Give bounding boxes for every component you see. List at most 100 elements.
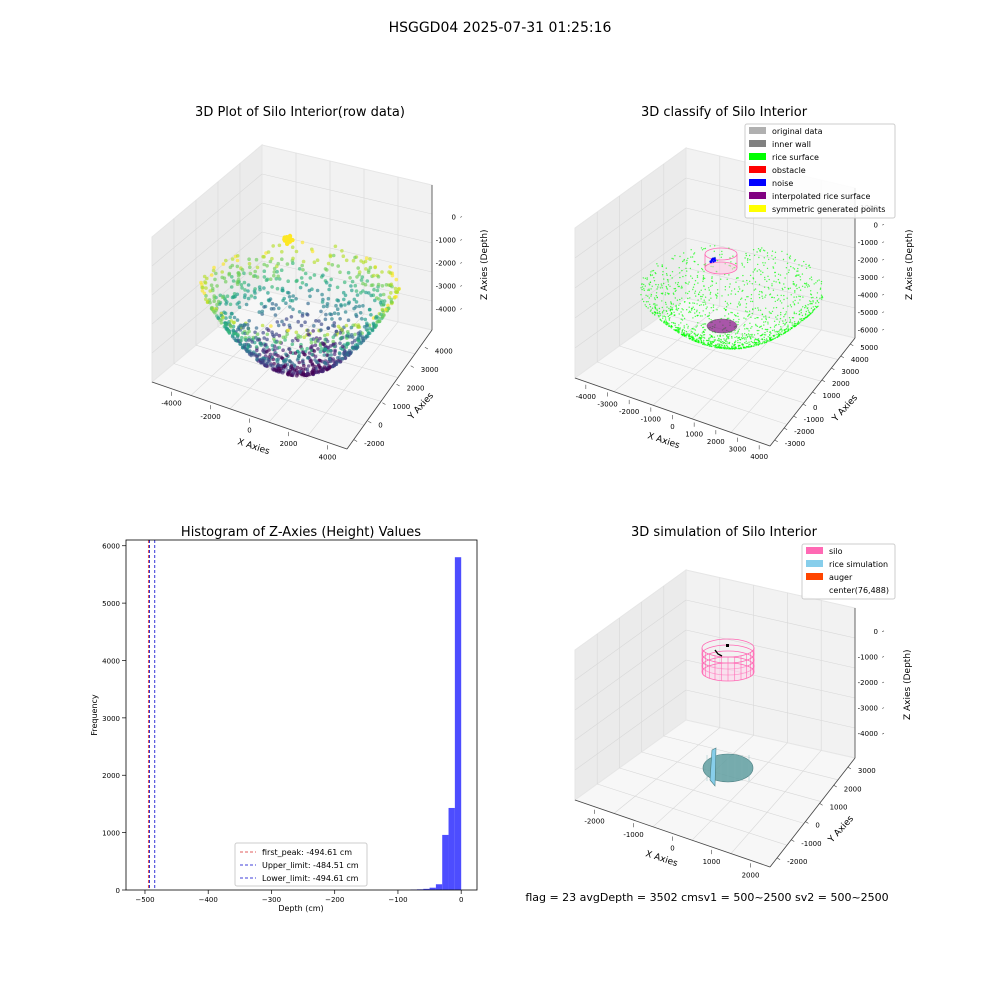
p2-point bbox=[685, 282, 687, 284]
p2-point bbox=[800, 319, 803, 322]
p2-point bbox=[766, 340, 769, 342]
p1-point bbox=[232, 315, 237, 320]
p1-point bbox=[293, 351, 298, 355]
p1-point bbox=[270, 285, 274, 289]
p2-point bbox=[679, 276, 681, 279]
p2-point bbox=[761, 295, 763, 297]
p1-point bbox=[231, 279, 236, 283]
p2-point bbox=[774, 331, 776, 333]
p1-point bbox=[372, 287, 376, 292]
p2-point bbox=[810, 297, 813, 299]
p2-point bbox=[737, 321, 739, 323]
p1-point bbox=[290, 366, 295, 371]
p2-point bbox=[702, 323, 704, 325]
p2-point bbox=[763, 321, 765, 323]
p1-point bbox=[287, 291, 291, 295]
p2-point bbox=[749, 274, 752, 277]
p2-point bbox=[708, 312, 711, 314]
p2-point bbox=[712, 340, 714, 343]
p1-y-tick-label: 1000 bbox=[392, 403, 410, 411]
p2-point bbox=[702, 276, 705, 279]
p2-point bbox=[677, 329, 679, 331]
p2-point bbox=[683, 252, 685, 254]
p2-point bbox=[702, 334, 705, 336]
p2-point bbox=[800, 318, 802, 320]
p2-point bbox=[775, 281, 777, 283]
p2-point bbox=[681, 260, 684, 263]
p2-point bbox=[731, 335, 733, 338]
p1-point bbox=[366, 270, 371, 275]
p1-point bbox=[323, 361, 327, 365]
p1-point bbox=[270, 256, 274, 261]
p1-point bbox=[393, 286, 398, 291]
p2-point bbox=[777, 335, 779, 337]
p2-point bbox=[789, 255, 792, 257]
p2-point bbox=[767, 275, 769, 277]
p2-point bbox=[720, 347, 722, 349]
p2-point bbox=[737, 341, 739, 344]
p2-point bbox=[744, 328, 746, 330]
p2-point bbox=[702, 341, 705, 343]
p2-point bbox=[679, 298, 681, 301]
p2-point bbox=[774, 256, 776, 259]
p1-z-tick-mark bbox=[460, 262, 463, 264]
p2-point bbox=[787, 287, 789, 290]
p1-z-tick-label: -2000 bbox=[436, 260, 456, 268]
p4-grid-line bbox=[652, 734, 754, 828]
p2-point bbox=[754, 307, 757, 309]
p2-point bbox=[786, 273, 788, 275]
p2-point bbox=[678, 324, 680, 326]
p4-y-tick-label: 3000 bbox=[858, 767, 876, 775]
p1-point bbox=[332, 311, 337, 316]
p1-point bbox=[380, 315, 385, 319]
p1-point bbox=[214, 308, 218, 313]
p1-point bbox=[290, 237, 295, 243]
p1-point bbox=[354, 300, 359, 304]
p2-point bbox=[700, 295, 702, 298]
p1-point bbox=[266, 291, 270, 295]
p2-point bbox=[754, 317, 756, 320]
p2-point bbox=[703, 248, 705, 250]
p1-grid-line bbox=[261, 202, 433, 244]
p2-point bbox=[731, 345, 733, 347]
p2-point bbox=[716, 345, 718, 347]
p1-point bbox=[338, 270, 342, 275]
p1-point bbox=[265, 357, 269, 361]
p2-point bbox=[792, 317, 795, 319]
p2-point bbox=[744, 332, 746, 335]
p2-point bbox=[730, 261, 732, 263]
p1-point bbox=[204, 286, 208, 290]
p2-point bbox=[661, 312, 664, 314]
p1-point bbox=[386, 303, 390, 308]
p2-point bbox=[666, 274, 668, 276]
p2-point bbox=[756, 325, 759, 327]
p1-point bbox=[246, 283, 251, 287]
p1-grid-line bbox=[217, 326, 399, 378]
p1-point bbox=[389, 300, 394, 304]
p1-point bbox=[246, 289, 250, 293]
p2-point bbox=[780, 333, 783, 335]
p4-x-axis-line bbox=[574, 799, 771, 868]
p1-point bbox=[346, 332, 351, 336]
p2-point bbox=[791, 324, 793, 326]
p4-y-tick-mark bbox=[833, 784, 837, 788]
p2-point bbox=[687, 292, 689, 295]
p2-point bbox=[690, 337, 692, 340]
p1-point bbox=[365, 324, 369, 328]
p2-point bbox=[712, 336, 714, 338]
p1-point bbox=[335, 298, 340, 302]
p2-point bbox=[773, 320, 776, 322]
p2-point bbox=[752, 336, 754, 338]
p2-point bbox=[696, 311, 698, 313]
p2-point bbox=[702, 304, 705, 306]
p4-y-label: Y Axies bbox=[826, 814, 856, 846]
p1-point bbox=[280, 286, 285, 291]
p2-point bbox=[670, 302, 672, 304]
p2-point bbox=[695, 339, 697, 341]
p1-point bbox=[343, 303, 347, 307]
p2-point bbox=[745, 338, 747, 340]
p1-point bbox=[291, 256, 295, 261]
p2-point bbox=[795, 285, 797, 287]
p2-point bbox=[665, 273, 668, 275]
p1-point bbox=[342, 297, 346, 302]
